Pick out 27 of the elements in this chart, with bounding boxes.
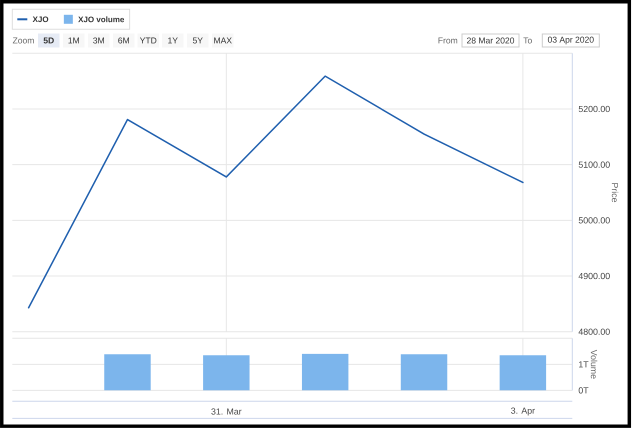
- text: YTD: [140, 38, 156, 44]
- y-axis-title: Volume: [590, 350, 598, 379]
- y-tick-label: 5100.00: [578, 162, 610, 168]
- text: 03 Apr 2020: [548, 36, 594, 44]
- y-tick-label: 1T: [579, 361, 588, 368]
- text: 28 Mar 2020: [466, 37, 514, 44]
- text: 1M: [68, 38, 79, 44]
- text: 5Y: [192, 38, 203, 44]
- text: 6M: [118, 37, 129, 44]
- text: 1Y: [168, 38, 178, 44]
- y-tick-label: 5000.00: [578, 217, 610, 224]
- legend-label: XJO: [32, 16, 48, 22]
- text: From: [438, 38, 458, 44]
- line-series: [28, 75, 524, 309]
- y-tick-label: 5200.00: [578, 106, 610, 112]
- y-axis-title: Price: [612, 183, 618, 202]
- text: 3M: [93, 37, 104, 44]
- text: 5D: [44, 38, 54, 44]
- x-tick-label: 3. Apr: [511, 408, 535, 416]
- y-tick-label: 4900.00: [578, 272, 610, 280]
- y-tick-label: 4800.00: [578, 328, 610, 335]
- text: To: [523, 38, 532, 44]
- text: Zoom: [12, 38, 34, 44]
- legend-label: XJO volume: [78, 16, 124, 22]
- text: MAX: [214, 38, 232, 44]
- y-tick-label: 0T: [578, 387, 588, 394]
- x-tick-label: 31. Mar: [211, 408, 242, 415]
